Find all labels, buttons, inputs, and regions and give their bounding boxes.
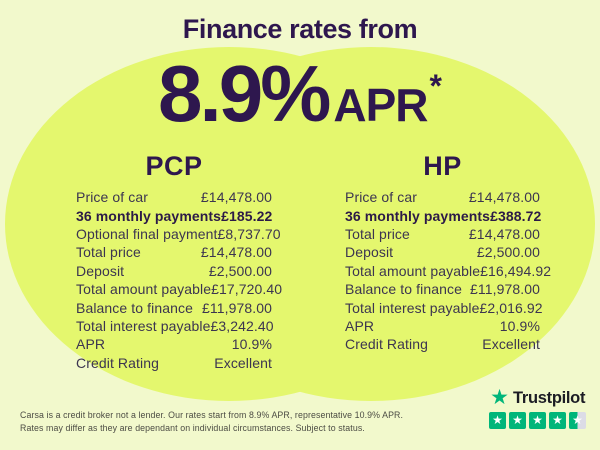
finance-row: Total interest payable £3,242.40 — [76, 317, 274, 335]
pcp-column-title: PCP — [145, 151, 203, 181]
rating-star-full: ★ — [489, 412, 506, 429]
row-value: £14,478.00 — [468, 225, 540, 242]
row-value: Excellent — [482, 336, 540, 353]
row-label: Price of car — [76, 189, 148, 206]
hp-column: HP Price of car £14,478.00 36 monthly paym… — [345, 0, 551, 400]
row-value: £16,494.92 — [480, 262, 552, 279]
trustpilot-widget: ★ Trustpilot ★ ★ ★ ★ ★ — [489, 386, 593, 429]
row-label: Total interest payable — [76, 317, 211, 334]
finance-row: 36 monthly payments £185.22 — [76, 206, 272, 224]
disclaimer-line-1: Carsa is a credit broker not a lender. O… — [20, 410, 404, 420]
row-label: Balance to finance — [345, 281, 462, 298]
finance-row: Deposit £2,500.00 — [76, 262, 272, 280]
page-title: Finance rates from — [182, 14, 418, 44]
finance-row: APR 10.9% — [76, 335, 272, 353]
row-value: Excellent — [214, 354, 272, 371]
star-glyph: ★ — [552, 413, 563, 427]
row-label: Price of car — [345, 189, 417, 206]
row-label: APR — [345, 317, 375, 334]
finance-row: Balance to finance £11,978.00 — [76, 298, 272, 316]
hp-rows: Price of car £14,478.00 36 monthly payment… — [345, 188, 551, 354]
row-label: Optional final payment — [76, 225, 218, 242]
background-ellipse-right — [147, 47, 595, 401]
finance-row: Credit Rating Excellent — [345, 335, 540, 353]
star-glyph: ★ — [512, 413, 523, 427]
row-value: £3,242.40 — [210, 317, 274, 334]
row-label: 36 monthly payments — [345, 207, 491, 224]
row-value: £14,478.00 — [468, 189, 540, 206]
star-glyph: ★ — [532, 413, 543, 427]
finance-row: Price of car £14,478.00 — [76, 188, 272, 206]
finance-row: Total price £14,478.00 — [345, 225, 540, 243]
finance-row: Deposit £2,500.00 — [345, 243, 540, 261]
rate-unit: APR — [333, 79, 428, 131]
row-label: Total interest payable — [345, 299, 480, 316]
rating-star-full: ★ — [549, 412, 566, 429]
finance-row: Total amount payable £16,494.92 — [345, 262, 551, 280]
finance-row: APR 10.9% — [345, 317, 540, 335]
headline-rate: 8.9% APR * — [0, 54, 600, 134]
rating-star-full: ★ — [509, 412, 526, 429]
finance-row: Total interest payable £2,016.92 — [345, 298, 543, 316]
finance-row: Price of car £14,478.00 — [345, 188, 540, 206]
row-value: £14,478.00 — [200, 189, 272, 206]
row-value: £2,500.00 — [208, 262, 272, 279]
disclaimer-line-2: Rates may differ as they are dependant o… — [20, 422, 365, 433]
finance-row: Total price £14,478.00 — [76, 243, 272, 261]
star-glyph: ★ — [492, 413, 503, 427]
pcp-column: PCP Price of car £14,478.00 36 monthly pay… — [76, 0, 282, 400]
finance-row: Optional final payment £8,737.70 — [76, 225, 281, 243]
row-label: Deposit — [345, 244, 394, 261]
trustpilot-logo: ★ Trustpilot — [489, 386, 593, 409]
trustpilot-wordmark: Trustpilot — [513, 388, 586, 407]
star-glyph: ★ — [572, 413, 583, 427]
row-value: £8,737.70 — [217, 225, 281, 242]
row-value: £2,016.92 — [479, 299, 543, 316]
row-label: Total amount payable — [345, 262, 481, 279]
hp-column-title: HP — [423, 151, 462, 181]
disclaimer-text: Carsa is a credit broker not a lender. O… — [20, 409, 420, 434]
row-label: APR — [76, 336, 106, 353]
row-value: £17,720.40 — [211, 281, 283, 298]
row-value: 10.9% — [231, 336, 272, 353]
rating-star-full: ★ — [529, 412, 546, 429]
pcp-rows: Price of car £14,478.00 36 monthly payment… — [76, 188, 282, 372]
row-label: Credit Rating — [345, 336, 429, 353]
row-value: £14,478.00 — [200, 244, 272, 261]
row-value: £11,978.00 — [469, 281, 540, 298]
row-label: Balance to finance — [76, 299, 193, 316]
trustpilot-rating-stars: ★ ★ ★ ★ ★ — [489, 412, 593, 429]
row-value: £11,978.00 — [201, 299, 272, 316]
row-label: Total price — [76, 244, 141, 261]
row-value: £2,500.00 — [476, 244, 540, 261]
rate-value: 8.9% — [158, 49, 331, 138]
row-label: Deposit — [76, 262, 125, 279]
finance-row: Credit Rating Excellent — [76, 354, 272, 372]
row-label: Total price — [345, 225, 410, 242]
finance-row: 36 monthly payments £388.72 — [345, 206, 542, 224]
rate-asterisk: * — [429, 68, 442, 104]
row-value: £185.22 — [221, 207, 273, 224]
row-label: 36 monthly payments — [76, 207, 222, 224]
row-label: Total amount payable — [76, 281, 212, 298]
row-value: 10.9% — [499, 317, 540, 334]
finance-row: Balance to finance £11,978.00 — [345, 280, 540, 298]
rating-star-partial: ★ — [569, 412, 586, 429]
trustpilot-star-icon: ★ — [490, 386, 509, 409]
finance-row: Total amount payable £17,720.40 — [76, 280, 282, 298]
row-value: £388.72 — [490, 207, 542, 224]
row-label: Credit Rating — [76, 354, 160, 371]
